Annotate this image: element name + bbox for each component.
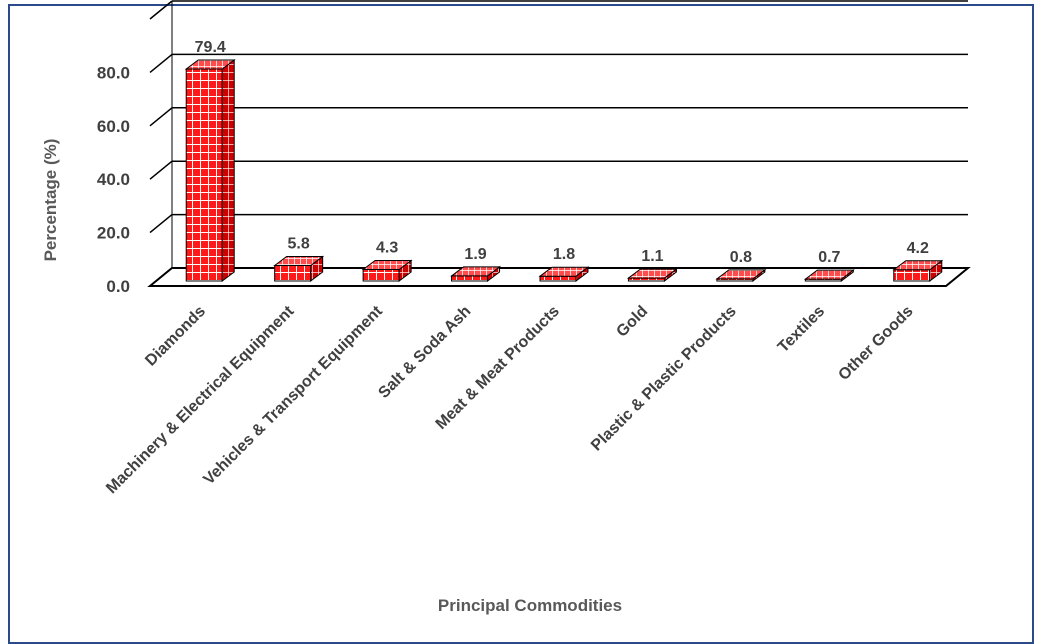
x-axis-title: Principal Commodities bbox=[438, 596, 622, 615]
bar bbox=[892, 259, 944, 282]
gridline-depth bbox=[149, 214, 173, 234]
bar bbox=[538, 266, 590, 282]
bar bbox=[626, 268, 678, 282]
y-tick-label: 80.0 bbox=[97, 63, 130, 82]
bar-top bbox=[626, 268, 678, 279]
bar-front bbox=[451, 275, 489, 282]
bar-top bbox=[538, 266, 590, 277]
gridline-depth bbox=[149, 107, 173, 127]
category-label: Textiles bbox=[775, 303, 828, 356]
category-label: Gold bbox=[613, 303, 651, 341]
data-labels: 79.4 5.8 4.3 1.9 1.8 1.1 0.8 0.7 4.2 bbox=[195, 39, 929, 266]
y-tick-label: 20.0 bbox=[97, 224, 130, 243]
bar-front bbox=[185, 68, 223, 282]
gridline-depth bbox=[149, 53, 173, 73]
category-label: Vehicles & Transport Equipment bbox=[200, 302, 386, 488]
bar bbox=[450, 265, 502, 282]
category-label: Diamonds bbox=[142, 303, 209, 370]
data-label: 5.8 bbox=[288, 236, 310, 253]
y-tick-label: 40.0 bbox=[97, 170, 130, 189]
bar bbox=[803, 269, 855, 282]
data-label: 1.8 bbox=[553, 246, 575, 263]
category-label: Other Goods bbox=[835, 303, 916, 384]
y-axis-title: Percentage (%) bbox=[41, 139, 60, 262]
data-label: 4.2 bbox=[907, 240, 929, 257]
bar-front bbox=[362, 269, 400, 282]
data-label: 0.7 bbox=[818, 249, 840, 266]
bar bbox=[715, 268, 767, 282]
bar-top bbox=[803, 269, 855, 280]
bar bbox=[184, 59, 236, 282]
y-axis: 0.0 20.0 40.0 60.0 80.0 bbox=[97, 63, 130, 296]
bars bbox=[184, 59, 944, 282]
bar-top bbox=[273, 256, 325, 267]
bar bbox=[273, 255, 325, 282]
category-label: Salt & Soda Ash bbox=[375, 303, 474, 402]
gridline-depth bbox=[149, 0, 173, 20]
category-label: Plastic & Plastic Products bbox=[588, 303, 740, 455]
bar-front bbox=[893, 269, 931, 282]
bar-front bbox=[539, 275, 577, 282]
bar-top bbox=[361, 260, 413, 271]
data-label: 1.1 bbox=[641, 248, 663, 265]
bar-top bbox=[892, 260, 944, 271]
data-label: 79.4 bbox=[195, 39, 226, 56]
bar-side bbox=[221, 59, 235, 282]
data-label: 0.8 bbox=[730, 249, 752, 266]
data-label: 4.3 bbox=[376, 240, 398, 257]
bar-chart: 0.0 20.0 40.0 60.0 80.0 79.4 5.8 4.3 1.9 1.8 1.1 0… bbox=[41, 0, 971, 615]
y-tick-label: 0.0 bbox=[106, 277, 130, 296]
gridline-depth bbox=[149, 160, 173, 180]
bar-front bbox=[274, 265, 312, 282]
gridlines bbox=[147, 0, 971, 287]
data-label: 1.9 bbox=[464, 246, 486, 263]
category-label: Machinery & Electrical Equipment bbox=[103, 302, 298, 497]
bar bbox=[361, 259, 413, 282]
y-tick-label: 60.0 bbox=[97, 117, 130, 136]
bar-top bbox=[184, 59, 236, 70]
bar-top bbox=[715, 269, 767, 280]
bar-top bbox=[450, 266, 502, 277]
